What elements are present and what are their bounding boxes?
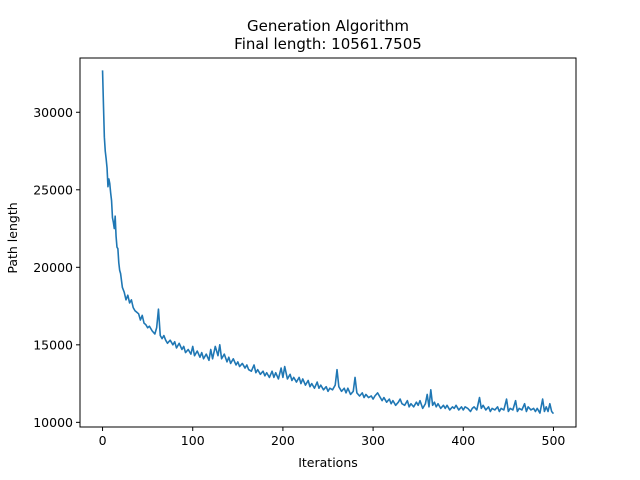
x-tick-label: 200 — [271, 433, 295, 448]
x-axis: 0 100 200 300 400 500 — [99, 427, 566, 448]
x-axis-label: Iterations — [298, 455, 358, 470]
x-tick-label: 500 — [542, 433, 566, 448]
y-tick-label: 15000 — [33, 337, 73, 352]
chart-subtitle: Final length: 10561.7505 — [234, 35, 422, 53]
chart-title: Generation Algorithm — [247, 17, 409, 35]
x-tick-label: 400 — [451, 433, 475, 448]
y-tick-label: 30000 — [33, 105, 73, 120]
y-tick-label: 20000 — [33, 260, 73, 275]
y-axis-label: Path length — [5, 202, 20, 273]
x-tick-label: 300 — [361, 433, 385, 448]
y-tick-label: 10000 — [33, 415, 73, 430]
series-line-0 — [101, 70, 555, 415]
axes-frame — [79, 57, 577, 428]
y-axis: 10000 15000 20000 25000 30000 — [33, 105, 80, 430]
plot-area — [101, 70, 555, 415]
y-tick-label: 25000 — [33, 182, 73, 197]
x-tick-label: 0 — [99, 433, 107, 448]
x-tick-label: 100 — [181, 433, 205, 448]
